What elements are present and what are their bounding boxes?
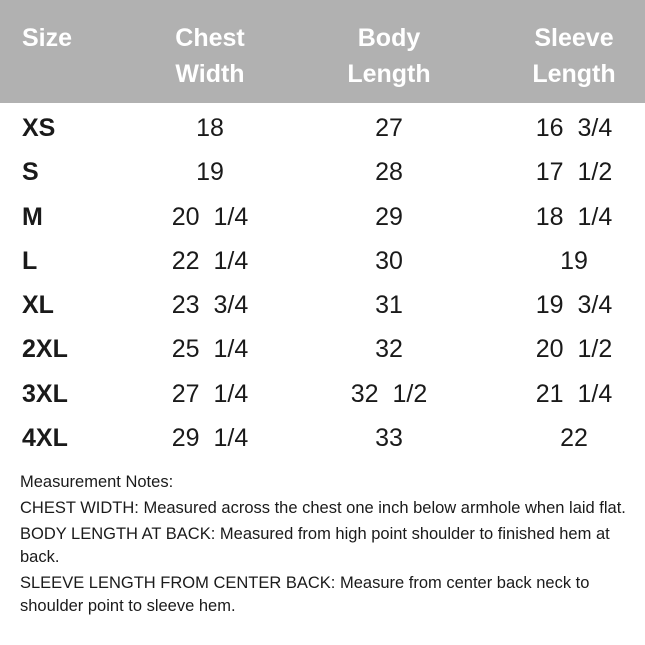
sleeve-length-cell: 16 3/4: [535, 114, 613, 142]
note-chest-width: CHEST WIDTH: Measured across the chest o…: [20, 497, 640, 520]
chest-width-cell: 22 1/4: [171, 246, 249, 275]
size-cell: XL: [22, 291, 54, 320]
size-cell: XS: [22, 114, 56, 142]
body-length-cell: 30: [375, 246, 403, 275]
table-header: Size Chest Width Body Length Sleeve Leng…: [0, 0, 645, 103]
note-text: Measured across the chest one inch below…: [138, 499, 626, 517]
body-length-cell: 31: [375, 291, 403, 320]
chest-width-cell: 29 1/4: [171, 424, 249, 453]
header-sleeve-length: Sleeve Length: [532, 24, 616, 88]
header-size: Size: [22, 24, 73, 52]
table-row: 2XL 25 1/4 32 20 1/2: [0, 327, 645, 371]
note-label: SLEEVE LENGTH FROM CENTER BACK:: [20, 574, 336, 592]
sleeve-length-cell: 19: [560, 246, 588, 275]
measurement-notes: Measurement Notes: CHEST WIDTH: Measured…: [20, 471, 640, 621]
size-cell: M: [22, 202, 43, 231]
sleeve-length-cell: 19 3/4: [535, 291, 613, 320]
notes-title: Measurement Notes:: [20, 473, 174, 491]
sleeve-length-cell: 22: [560, 424, 588, 453]
body-length-cell: 27: [375, 114, 403, 142]
chest-width-cell: 27 1/4: [171, 379, 249, 408]
table-row: XL 23 3/4 31 19 3/4: [0, 283, 645, 327]
size-cell: 4XL: [22, 424, 68, 453]
note-sleeve-length: SLEEVE LENGTH FROM CENTER BACK: Measure …: [20, 572, 640, 618]
body-length-cell: 33: [375, 424, 403, 453]
header-chest-width: Chest Width: [175, 24, 245, 88]
table-row: S 19 28 17 1/2: [0, 150, 645, 194]
note-text: Measured from high point shoulder to fin…: [20, 525, 610, 566]
table-row: XS 18 27 16 3/4: [0, 106, 645, 150]
note-body-length: BODY LENGTH AT BACK: Measured from high …: [20, 523, 640, 569]
chest-width-cell: 19: [196, 158, 224, 187]
sleeve-length-cell: 18 1/4: [535, 202, 613, 231]
size-cell: 2XL: [22, 335, 68, 364]
sleeve-length-cell: 21 1/4: [535, 379, 613, 408]
table-row: 4XL 29 1/4 33 22: [0, 416, 645, 460]
table-row: M 20 1/4 29 18 1/4: [0, 195, 645, 239]
table-row: 3XL 27 1/4 32 1/2 21 1/4: [0, 372, 645, 416]
size-cell: S: [22, 158, 39, 187]
body-length-cell: 32 1/2: [350, 379, 428, 408]
size-cell: 3XL: [22, 379, 68, 408]
chest-width-cell: 20 1/4: [171, 202, 249, 231]
chest-width-cell: 18: [196, 114, 224, 142]
table-row: L 22 1/4 30 19: [0, 239, 645, 283]
sleeve-length-cell: 20 1/2: [535, 335, 613, 364]
chest-width-cell: 23 3/4: [171, 291, 249, 320]
note-label: CHEST WIDTH:: [20, 499, 139, 517]
header-body-length: Body Length: [347, 24, 431, 88]
size-table-body: XS 18 27 16 3/4 S 19 28 17 1/2 M 20 1/4 29 18 1/4 L 2…: [0, 106, 645, 460]
note-text: Measure from center back neck to shoulde…: [20, 574, 590, 615]
body-length-cell: 28: [375, 158, 403, 187]
body-length-cell: 32: [375, 335, 403, 364]
chest-width-cell: 25 1/4: [171, 335, 249, 364]
body-length-cell: 29: [375, 202, 403, 231]
size-cell: L: [22, 246, 38, 275]
note-label: BODY LENGTH AT BACK:: [20, 525, 216, 543]
sleeve-length-cell: 17 1/2: [535, 158, 613, 187]
